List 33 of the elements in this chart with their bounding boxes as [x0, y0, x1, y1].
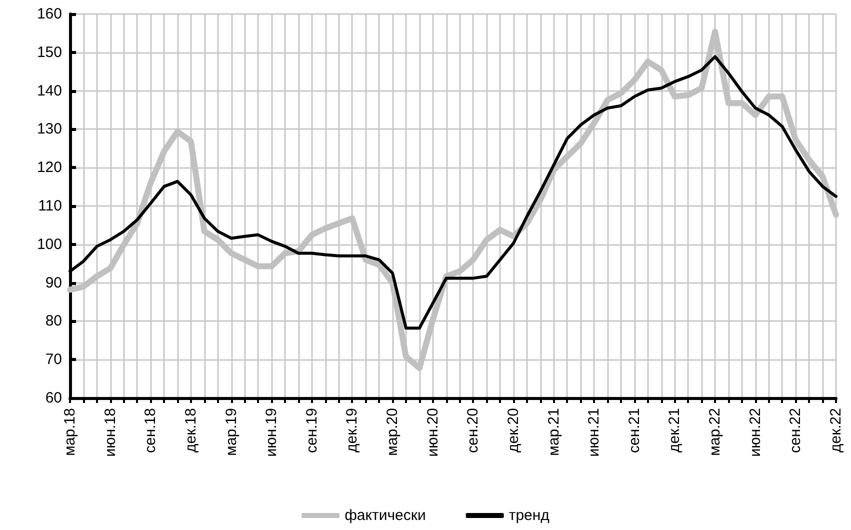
x-tick-label: дек.21: [666, 408, 684, 453]
y-tick-label: 160: [36, 6, 62, 22]
x-tick-label: июн.18: [102, 408, 119, 457]
y-tick-label: 90: [45, 274, 62, 292]
x-tick-label: сен.19: [303, 408, 320, 453]
x-tick-label: мар.22: [706, 408, 724, 456]
x-tick-label: дек.22: [828, 408, 844, 453]
x-tick-label: мар.18: [62, 408, 78, 456]
x-tick-label: сен.22: [787, 408, 804, 453]
x-tick-label: июн.19: [263, 408, 280, 457]
legend-label: тренд: [508, 507, 550, 524]
legend-label: фактически: [344, 507, 426, 524]
y-tick-label: 70: [45, 351, 62, 368]
x-tick-label: дек.19: [344, 408, 361, 453]
x-tick-label: дек.18: [182, 408, 200, 453]
y-tick-label: 130: [36, 120, 62, 138]
x-tick-label: июн.21: [586, 408, 603, 457]
y-tick-label: 60: [45, 390, 62, 406]
x-tick-label: июн.22: [746, 408, 764, 457]
x-tick-label: дек.20: [504, 408, 522, 453]
x-tick-label: сен.18: [142, 408, 160, 453]
y-tick-label: 120: [36, 159, 62, 176]
x-tick-label: сен.20: [464, 408, 482, 453]
y-tick-label: 80: [45, 312, 62, 330]
x-tick-label: июн.20: [424, 408, 442, 457]
y-tick-label: 150: [36, 44, 62, 61]
y-tick-label: 110: [38, 198, 62, 214]
x-tick-label: сен.21: [626, 408, 643, 453]
x-tick-label: мар.20: [384, 408, 402, 456]
y-tick-label: 100: [36, 236, 62, 253]
y-tick-label: 140: [36, 82, 62, 100]
x-tick-label: мар.21: [545, 408, 562, 456]
x-tick-label: мар.19: [222, 408, 240, 456]
